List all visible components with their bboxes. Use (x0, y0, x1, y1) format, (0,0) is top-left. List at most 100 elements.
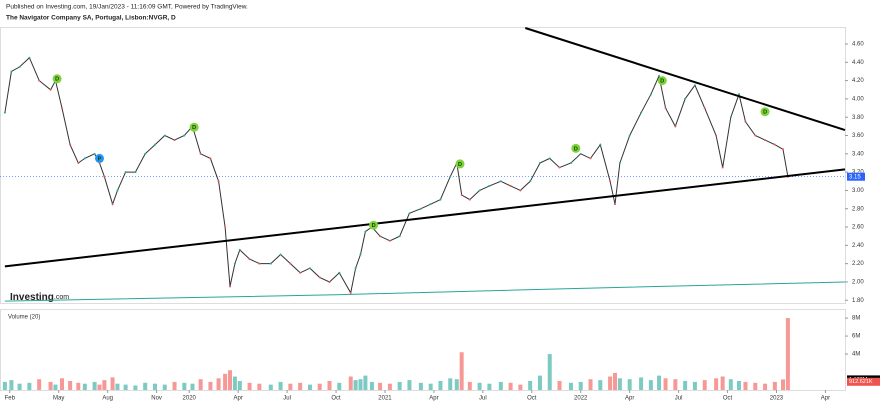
y-tick-label: 3.40 (852, 151, 864, 157)
price-point (579, 152, 582, 155)
price-point (729, 116, 732, 119)
logo-suffix: .com (54, 294, 69, 301)
volume-bar (97, 384, 102, 390)
price-point (519, 189, 522, 192)
volume-bar (387, 383, 392, 390)
price-point (589, 157, 592, 160)
volume-bar (237, 381, 242, 390)
x-tick-label: Apr (233, 396, 242, 402)
volume-bar (663, 378, 668, 390)
volume-bar (617, 378, 622, 390)
volume-label: Volume (20) (8, 315, 40, 321)
volume-bar (307, 384, 312, 390)
volume-bar (508, 382, 513, 390)
volume-bar (568, 382, 573, 390)
x-tick-label: Nov (151, 396, 162, 402)
volume-bar (17, 383, 22, 390)
event-marker (657, 76, 667, 86)
volume-bar (172, 381, 177, 390)
x-tick-label: Oct (331, 396, 341, 402)
x-tick-label: Apr (821, 396, 830, 402)
price-point (548, 157, 551, 160)
volume-bar (232, 376, 237, 390)
price-point (609, 180, 612, 183)
volume-bar (557, 381, 562, 390)
volume-tick-label: 6M (852, 334, 860, 340)
y-tick-label: 4.00 (852, 97, 864, 103)
volume-bar (547, 354, 552, 390)
price-point (359, 253, 362, 256)
price-point (737, 93, 740, 96)
y-tick-label: 3.60 (852, 133, 864, 139)
event-marker (571, 143, 581, 153)
volume-bar (68, 381, 73, 390)
x-tick-label: Apr (429, 396, 438, 402)
price-point (183, 134, 186, 137)
volume-bar (477, 382, 482, 390)
trendline (4, 168, 846, 268)
volume-bar (110, 377, 115, 390)
price-point (124, 171, 127, 174)
last-price-tag (847, 172, 865, 181)
price-point (144, 152, 147, 155)
volume-bar (683, 381, 688, 390)
volume-bar (518, 384, 523, 390)
event-label: P (98, 156, 102, 162)
trendline (524, 27, 846, 131)
event-marker (760, 107, 770, 117)
volume-bar (785, 318, 790, 390)
price-point (224, 226, 227, 229)
volume-bar (247, 382, 252, 390)
volume-bar (537, 375, 542, 390)
event-label: D (192, 125, 196, 131)
volume-bar (363, 375, 368, 390)
price-point (744, 120, 747, 123)
x-tick-label: Jul (283, 396, 291, 402)
price-point (28, 56, 31, 59)
volume-bar (448, 378, 453, 390)
y-tick-label: 1.80 (852, 298, 864, 304)
event-label: D (55, 77, 59, 83)
volume-bar (208, 381, 213, 390)
published: Published on Investing.com, 19/Jan/2023 … (6, 4, 248, 11)
volume-bar (27, 382, 32, 390)
volume-bar (298, 382, 303, 390)
price-point (408, 212, 411, 215)
price-point (674, 125, 677, 128)
y-tick-label: 3.00 (852, 188, 864, 194)
price-point (509, 184, 512, 187)
volume-bar (781, 379, 786, 390)
price-point (703, 107, 706, 110)
price-point (18, 65, 21, 68)
price-point (640, 111, 643, 114)
volume-bar (648, 380, 653, 390)
price-point (338, 271, 341, 274)
volume-bar (198, 379, 203, 390)
price-point (173, 139, 176, 142)
price-point (618, 161, 621, 164)
price-point (782, 148, 785, 151)
volume-bar (528, 381, 533, 390)
x-tick-label: Oct (527, 396, 537, 402)
x-tick-label: Jul (675, 396, 683, 402)
volume-bar (48, 381, 53, 390)
x-tick-label: 2022 (574, 396, 588, 402)
event-marker (369, 220, 379, 230)
volume-bar (59, 378, 64, 390)
price-point (49, 88, 52, 91)
volume-bar (190, 383, 195, 390)
volume-bar (223, 373, 228, 390)
volume-bar (133, 385, 138, 390)
price-point (628, 134, 631, 137)
price-point (569, 161, 572, 164)
price-point (538, 161, 541, 164)
price-point (209, 157, 212, 160)
y-tick-label: 2.80 (852, 206, 864, 212)
volume-bar (728, 379, 733, 390)
price-point (478, 189, 481, 192)
price-point (449, 175, 452, 178)
price-point (558, 166, 561, 169)
volume-bar (714, 378, 719, 390)
price-point (419, 207, 422, 210)
price-point (134, 171, 137, 174)
